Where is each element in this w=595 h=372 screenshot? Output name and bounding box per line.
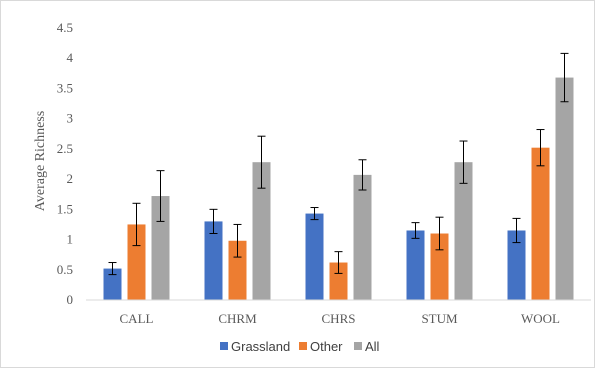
bars: [103, 77, 574, 300]
bar-other-chrm: [228, 240, 247, 300]
error-bar: [310, 207, 319, 221]
legend-label: All: [365, 339, 380, 354]
error-bar: [512, 217, 521, 244]
legend-label: Other: [310, 339, 343, 354]
error-bar: [108, 262, 117, 276]
error-bar: [156, 170, 165, 222]
y-tick-label: 3.5: [57, 80, 73, 95]
bar-all-call: [151, 196, 170, 300]
legend: Grassland Other All: [220, 339, 380, 354]
y-tick-label: 4.5: [57, 20, 73, 35]
y-tick-label: 4: [67, 50, 74, 65]
error-bar: [209, 208, 218, 235]
bar-all-stum: [454, 162, 473, 300]
bar-other-chrs: [329, 262, 348, 300]
bar-all-chrs: [353, 174, 372, 300]
y-tick-label: 0: [67, 292, 74, 307]
bar-grassland-chrm: [204, 221, 223, 300]
bar-grassland-stum: [406, 230, 425, 300]
error-bar: [536, 129, 545, 167]
legend-swatch: [354, 342, 362, 350]
bar-all-chrm: [252, 162, 271, 300]
legend-swatch: [299, 342, 307, 350]
error-bar: [233, 223, 242, 258]
y-tick-labels: 0 0.5 1 1.5 2 2.5 3 3.5 4 4.5: [57, 20, 74, 307]
x-tick-label: CHRS: [322, 311, 356, 326]
legend-item-all: All: [354, 339, 380, 354]
legend-item-grassland: Grassland: [220, 339, 290, 354]
error-bar: [560, 52, 569, 103]
bar-grassland-call: [103, 268, 122, 300]
legend-label: Grassland: [231, 339, 290, 354]
y-tick-label: 3: [67, 111, 74, 126]
bar-all-wool: [555, 77, 574, 300]
x-tick-label: CALL: [120, 311, 154, 326]
x-tick-label: CHRM: [218, 311, 257, 326]
x-tick-label: WOOL: [521, 311, 560, 326]
error-bar: [459, 140, 468, 184]
legend-item-other: Other: [299, 339, 343, 354]
error-bar: [334, 251, 343, 274]
y-tick-label: 2.5: [57, 141, 73, 156]
bar-other-stum: [430, 233, 449, 300]
y-tick-label: 0.5: [57, 262, 73, 277]
bar-other-wool: [531, 147, 550, 300]
error-bar: [132, 202, 141, 247]
x-tick-labels: CALL CHRM CHRS STUM WOOL: [120, 311, 561, 326]
error-bars: [108, 52, 569, 276]
y-tick-label: 2: [67, 171, 74, 186]
error-bar: [411, 222, 420, 239]
y-axis-label-group: Average Richness: [33, 111, 48, 211]
legend-swatch: [220, 342, 228, 350]
error-bar: [358, 159, 367, 191]
error-bar: [435, 216, 444, 251]
bar-grassland-chrs: [305, 213, 324, 300]
y-axis-label: Average Richness: [33, 111, 48, 211]
bar-grassland-wool: [507, 230, 526, 300]
error-bar: [257, 135, 266, 189]
y-tick-label: 1: [67, 232, 74, 247]
x-tick-label: STUM: [421, 311, 458, 326]
bar-other-call: [127, 224, 146, 300]
y-tick-label: 1.5: [57, 201, 73, 216]
